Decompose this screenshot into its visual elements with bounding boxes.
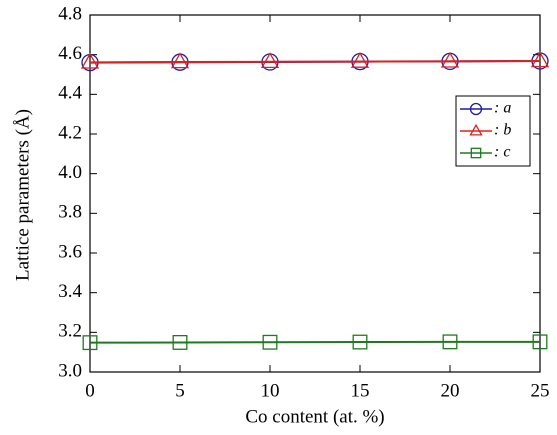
marker: [172, 334, 188, 350]
y-tick-label: 4.4: [58, 83, 82, 104]
x-tick-label: 5: [175, 380, 185, 401]
y-tick-label: 3.4: [58, 281, 82, 302]
marker: [352, 334, 368, 350]
y-tick-label: 3.0: [58, 360, 82, 381]
x-tick-label: 10: [261, 380, 280, 401]
x-tick-label: 25: [531, 380, 550, 401]
series-line: [89, 60, 541, 64]
y-axis-label: Lattice parameters (Å): [12, 109, 33, 281]
plot-frame: [89, 14, 541, 373]
y-tick-label: 4.6: [58, 43, 82, 64]
x-axis-label: Co content (at. %): [245, 406, 384, 427]
x-tick-label: 15: [351, 380, 370, 401]
marker: [469, 102, 483, 116]
y-tick-label: 3.8: [58, 202, 82, 223]
marker: [262, 334, 278, 350]
y-tick-label: 4.0: [58, 162, 82, 183]
marker: [469, 123, 483, 136]
marker: [440, 51, 460, 68]
marker: [82, 335, 98, 351]
marker: [170, 52, 190, 69]
legend-label: : c: [494, 144, 510, 161]
x-tick-label: 0: [85, 380, 95, 401]
marker: [260, 52, 280, 69]
y-tick-label: 4.2: [58, 122, 82, 143]
y-tick-label: 4.8: [58, 3, 82, 24]
legend: : a : b : c: [455, 95, 531, 167]
series-line: [89, 340, 540, 344]
y-tick-label: 3.6: [58, 241, 82, 262]
marker: [470, 147, 482, 159]
legend-label: : a: [494, 100, 511, 117]
marker: [350, 51, 370, 68]
marker: [532, 334, 548, 350]
x-tick-label: 20: [441, 380, 460, 401]
y-tick-label: 3.2: [58, 321, 82, 342]
marker: [530, 51, 550, 68]
marker: [80, 52, 100, 69]
marker: [442, 334, 458, 350]
legend-label: : b: [494, 122, 511, 139]
